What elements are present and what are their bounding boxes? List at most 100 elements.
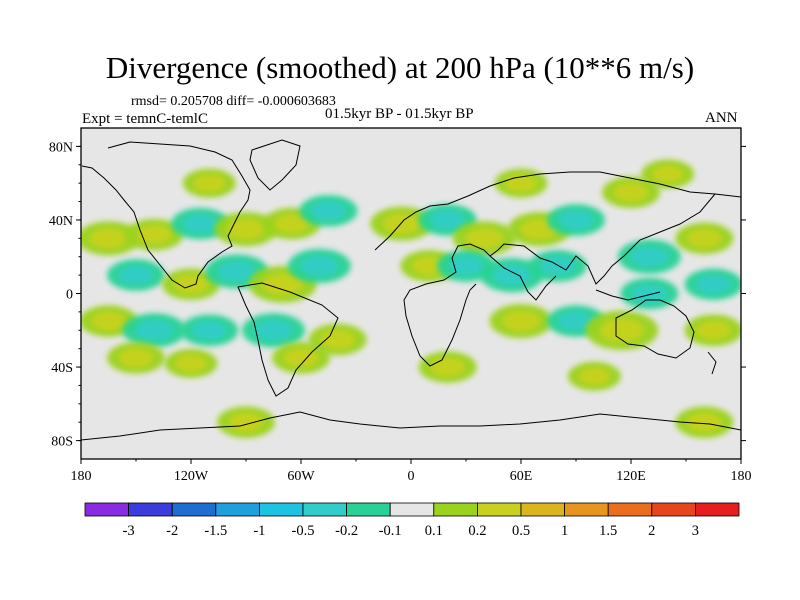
lon-tick-label: 60E	[510, 469, 533, 484]
colorbar-label: -1	[253, 523, 265, 539]
colorbar-label: -2	[166, 523, 178, 539]
colorbar-label: 2	[648, 523, 655, 539]
lon-tick-label: 180	[731, 469, 752, 484]
anomaly-core	[411, 256, 447, 276]
period-label: 01.5kyr BP - 01.5kyr BP	[325, 106, 474, 122]
lon-tick-label: 0	[408, 469, 415, 484]
colorbar-label: 0.2	[468, 523, 486, 539]
anomaly-core	[651, 165, 684, 183]
anomaly-core	[217, 261, 256, 282]
anomaly-core	[630, 246, 669, 267]
coastline-eurasia-africa	[374, 171, 741, 367]
colorbar-label: -0.2	[335, 523, 358, 539]
anomaly-core	[382, 213, 421, 234]
colorbar-swatch	[433, 502, 478, 517]
colorbar-label: 1.5	[599, 523, 617, 539]
anomaly-core	[430, 210, 466, 230]
anomaly-core	[558, 210, 594, 230]
anomaly-core	[173, 274, 209, 294]
anomaly-core	[191, 320, 227, 340]
anomaly-core	[320, 329, 356, 349]
colorbar-swatch	[564, 502, 609, 517]
lat-tick-label: 80S	[51, 435, 73, 450]
colorbar-label: -1.5	[204, 523, 227, 539]
anomaly-core	[578, 367, 611, 385]
lat-tick-label: 40N	[49, 214, 73, 229]
coastline-north-america	[81, 141, 251, 289]
anomaly-core	[465, 228, 504, 249]
anomaly-core	[300, 255, 339, 277]
colorbar-swatch	[171, 502, 217, 517]
anomaly-core	[599, 318, 644, 343]
anomaly-core	[91, 311, 126, 331]
anomaly-core	[193, 174, 226, 192]
colorbar-label: 3	[692, 523, 699, 539]
colorbar-swatch	[389, 502, 435, 517]
anomaly-core	[283, 348, 319, 368]
anomaly-core	[540, 256, 576, 276]
colorbar-label: -3	[123, 523, 135, 539]
colorbar-swatch	[346, 502, 391, 517]
anomaly-core	[136, 225, 172, 245]
anomaly-core	[135, 320, 174, 341]
anomaly-core	[118, 265, 154, 285]
colorbar-label: -0.1	[379, 523, 402, 539]
coastline-indonesia	[595, 289, 661, 301]
divergence-anomaly-fields	[81, 159, 741, 439]
colorbar-label: 0.5	[512, 523, 530, 539]
chart-title: Divergence (smoothed) at 200 hPa (10**6 …	[105, 50, 695, 85]
rmsd-diff-stats: rmsd= 0.205708 diff= -0.000603683	[131, 94, 336, 109]
anomaly-core	[228, 412, 264, 432]
lat-tick-label: 80N	[49, 140, 73, 155]
anomaly-core	[686, 228, 722, 248]
coastline-greenland	[249, 139, 301, 191]
anomaly-core	[613, 182, 649, 202]
anomaly-core	[430, 357, 466, 377]
lat-tick-label: 0	[66, 288, 73, 303]
colorbar-swatch	[215, 502, 260, 517]
anomaly-core	[227, 218, 265, 240]
coastline-australia	[615, 299, 695, 359]
anomaly-core	[118, 348, 154, 368]
lon-tick-label: 180	[71, 469, 92, 484]
colorbar-label: 0.1	[425, 523, 443, 539]
anomaly-core	[182, 214, 218, 234]
coastline-new-zealand	[707, 351, 717, 375]
coastlines	[81, 139, 741, 441]
anomaly-core	[686, 412, 722, 432]
experiment-label: Expt = temnC-temlC	[82, 111, 208, 127]
colorbar-swatch	[651, 502, 696, 517]
colorbar-swatch	[476, 502, 522, 517]
season-label: ANN	[705, 110, 738, 126]
colorbar: -3 -2 -1.5 -1 -0.5 -0.2 -0.1 0.1 0.2 0.5 1 1.5 2 3	[84, 502, 740, 539]
colorbar-label: -0.5	[292, 523, 315, 539]
anomaly-core	[558, 311, 594, 331]
colorbar-swatch	[607, 502, 653, 517]
colorbar-swatch	[84, 502, 129, 517]
anomaly-core	[502, 310, 540, 332]
anomaly-core	[311, 201, 346, 221]
map-axes: 80N 40N 0 40S 80S 180 120W 60W 0 60E 120E 180	[49, 140, 752, 484]
anomaly-core	[696, 274, 731, 294]
coastline-arabia-india	[489, 255, 557, 301]
coastline-antarctica	[81, 411, 741, 441]
colorbar-swatch	[520, 502, 565, 517]
lon-tick-label: 120E	[616, 469, 646, 484]
lat-tick-label: 40S	[51, 361, 73, 376]
colorbar-swatch	[302, 502, 347, 517]
colorbar-swatch	[258, 502, 304, 517]
anomaly-core	[631, 284, 667, 303]
anomaly-core	[254, 320, 293, 341]
anomaly-core	[492, 264, 531, 286]
anomaly-core	[89, 228, 128, 249]
coastline-south-america	[237, 282, 339, 397]
lon-tick-label: 120W	[174, 469, 209, 484]
anomaly-core	[448, 256, 484, 276]
colorbar-swatch	[128, 502, 173, 517]
lon-tick-label: 60W	[287, 469, 315, 484]
colorbar-label: 1	[561, 523, 568, 539]
colorbar-swatch	[695, 502, 740, 517]
anomaly-core	[696, 320, 731, 340]
anomaly-core	[175, 354, 207, 373]
